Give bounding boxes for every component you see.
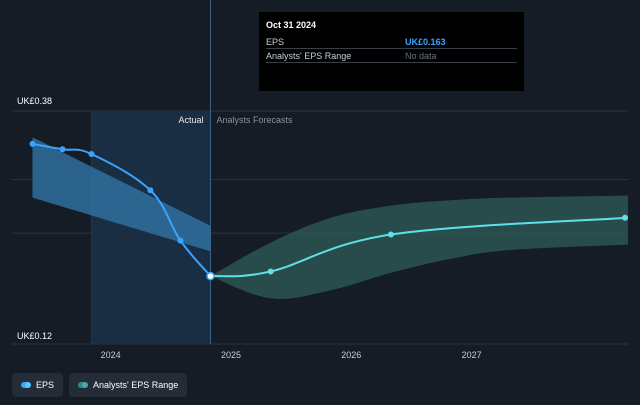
x-tick-label: 2025 (221, 350, 241, 360)
legend-item-range[interactable]: Analysts' EPS Range (69, 373, 188, 397)
tooltip-row-eps: EPS UK£0.163 (266, 35, 517, 49)
eps-point-forecast (267, 268, 274, 275)
tooltip-date: Oct 31 2024 (266, 20, 317, 30)
eps-range-band-actual (32, 137, 211, 252)
tooltip-label-range: Analysts' EPS Range (266, 50, 352, 61)
y-tick-label-top: UK£0.38 (17, 96, 52, 106)
legend-label-range: Analysts' EPS Range (93, 380, 179, 390)
eps-point-highlight (206, 271, 215, 281)
region-label-actual: Actual (179, 115, 204, 125)
eps-point-actual (88, 150, 95, 157)
eps-range-band-forecast (210, 195, 628, 299)
tooltip-value-eps: UK£0.163 (405, 36, 446, 47)
eps-point-forecast (622, 214, 628, 221)
tooltip-value-range: No data (405, 50, 437, 61)
eps-point-actual (147, 187, 154, 194)
legend-item-eps[interactable]: EPS (12, 373, 64, 397)
y-tick-label-bottom: UK£0.12 (17, 331, 52, 341)
legend-label-eps: EPS (36, 380, 55, 390)
eps-point-actual (177, 237, 184, 244)
eps-point-actual (29, 140, 36, 147)
eps-point-actual (59, 146, 66, 153)
tooltip: Oct 31 2024 EPS UK£0.163 Analysts' EPS R… (259, 12, 524, 91)
eps-line-forecast (210, 216, 629, 278)
x-tick-label: 2027 (462, 350, 482, 360)
region-label-forecast: Analysts Forecasts (217, 115, 294, 125)
range-dot-icon (78, 382, 89, 388)
legend: EPS Analysts' EPS Range (12, 373, 188, 397)
tooltip-label-eps: EPS (266, 36, 285, 47)
eps-point-forecast (387, 231, 394, 238)
tooltip-row-range: Analysts' EPS Range No data (266, 49, 517, 63)
eps-dot-icon (21, 382, 31, 388)
x-tick-label: 2024 (101, 350, 121, 360)
x-tick-label: 2026 (341, 350, 361, 360)
